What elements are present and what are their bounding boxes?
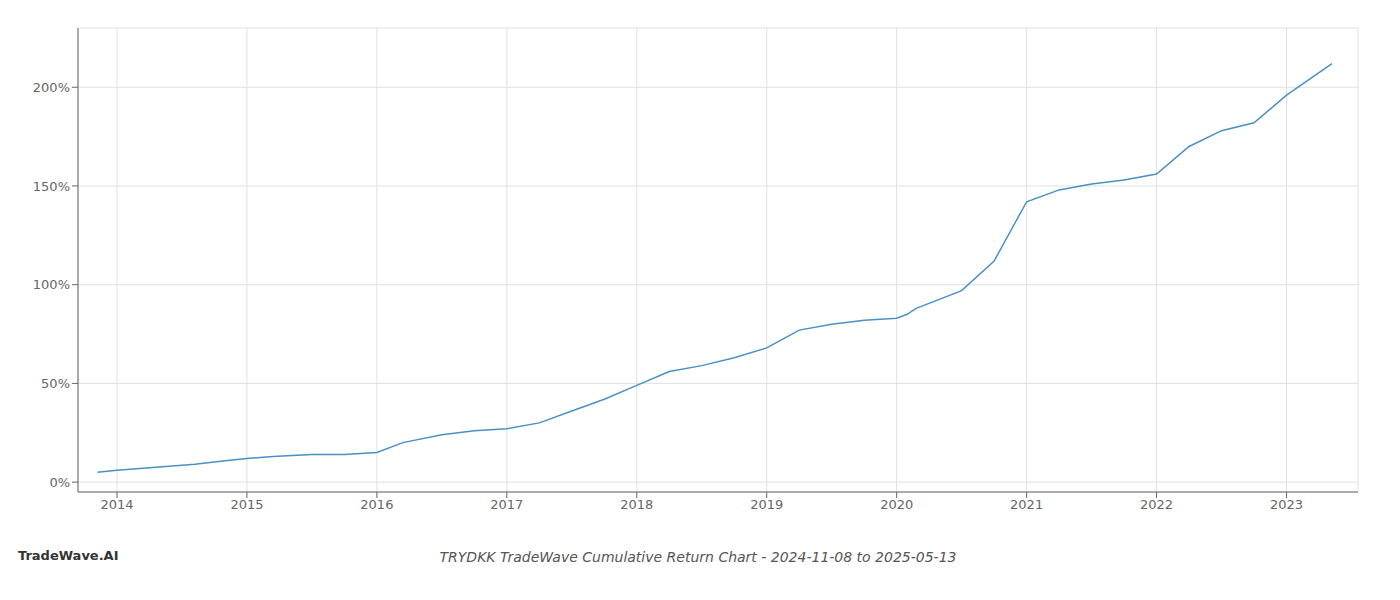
svg-text:2021: 2021 <box>1010 497 1043 512</box>
svg-text:2016: 2016 <box>360 497 393 512</box>
svg-text:100%: 100% <box>33 277 70 292</box>
svg-text:50%: 50% <box>41 376 70 391</box>
svg-text:2023: 2023 <box>1270 497 1303 512</box>
html-text:TradeWave.AI: TradeWave.AI <box>18 548 119 563</box>
svg-text:2020: 2020 <box>880 497 913 512</box>
svg-text:2014: 2014 <box>100 497 133 512</box>
svg-text:2022: 2022 <box>1140 497 1173 512</box>
svg-text:2017: 2017 <box>490 497 523 512</box>
svg-text:0%: 0% <box>49 475 70 490</box>
svg-text:2019: 2019 <box>750 497 783 512</box>
html-text:TRYDKK TradeWave Cumulative Re: TRYDKK TradeWave Cumulative Return Chart… <box>439 549 957 565</box>
svg-text:200%: 200% <box>33 80 70 95</box>
svg-text:2015: 2015 <box>230 497 263 512</box>
svg-text:150%: 150% <box>33 179 70 194</box>
svg-text:2018: 2018 <box>620 497 653 512</box>
